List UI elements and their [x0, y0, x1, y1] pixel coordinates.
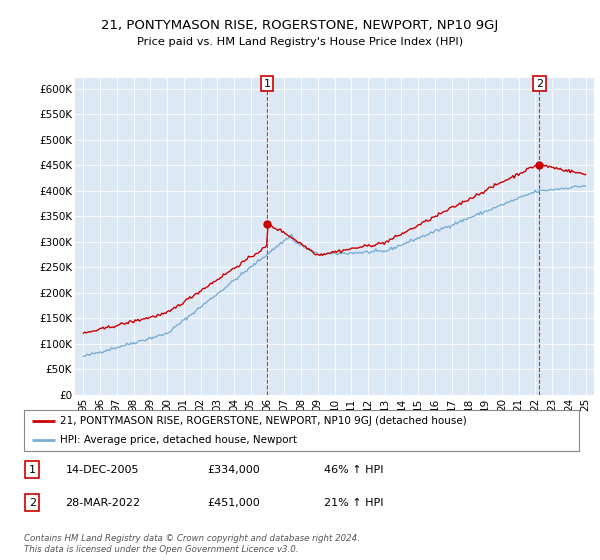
Text: 1: 1 — [29, 465, 36, 475]
Text: 1: 1 — [263, 78, 271, 88]
Text: Price paid vs. HM Land Registry's House Price Index (HPI): Price paid vs. HM Land Registry's House … — [137, 37, 463, 47]
Text: HPI: Average price, detached house, Newport: HPI: Average price, detached house, Newp… — [60, 435, 297, 445]
Text: 14-DEC-2005: 14-DEC-2005 — [65, 465, 139, 475]
Text: This data is licensed under the Open Government Licence v3.0.: This data is licensed under the Open Gov… — [24, 545, 299, 554]
Text: Contains HM Land Registry data © Crown copyright and database right 2024.: Contains HM Land Registry data © Crown c… — [24, 534, 360, 543]
Text: 21% ↑ HPI: 21% ↑ HPI — [324, 498, 383, 507]
Text: £451,000: £451,000 — [207, 498, 260, 507]
Text: 2: 2 — [29, 498, 36, 507]
Text: 28-MAR-2022: 28-MAR-2022 — [65, 498, 141, 507]
Text: 46% ↑ HPI: 46% ↑ HPI — [324, 465, 383, 475]
Text: 21, PONTYMASON RISE, ROGERSTONE, NEWPORT, NP10 9GJ: 21, PONTYMASON RISE, ROGERSTONE, NEWPORT… — [101, 18, 499, 32]
Text: £334,000: £334,000 — [207, 465, 260, 475]
Text: 2: 2 — [536, 78, 543, 88]
Text: 21, PONTYMASON RISE, ROGERSTONE, NEWPORT, NP10 9GJ (detached house): 21, PONTYMASON RISE, ROGERSTONE, NEWPORT… — [60, 417, 467, 426]
